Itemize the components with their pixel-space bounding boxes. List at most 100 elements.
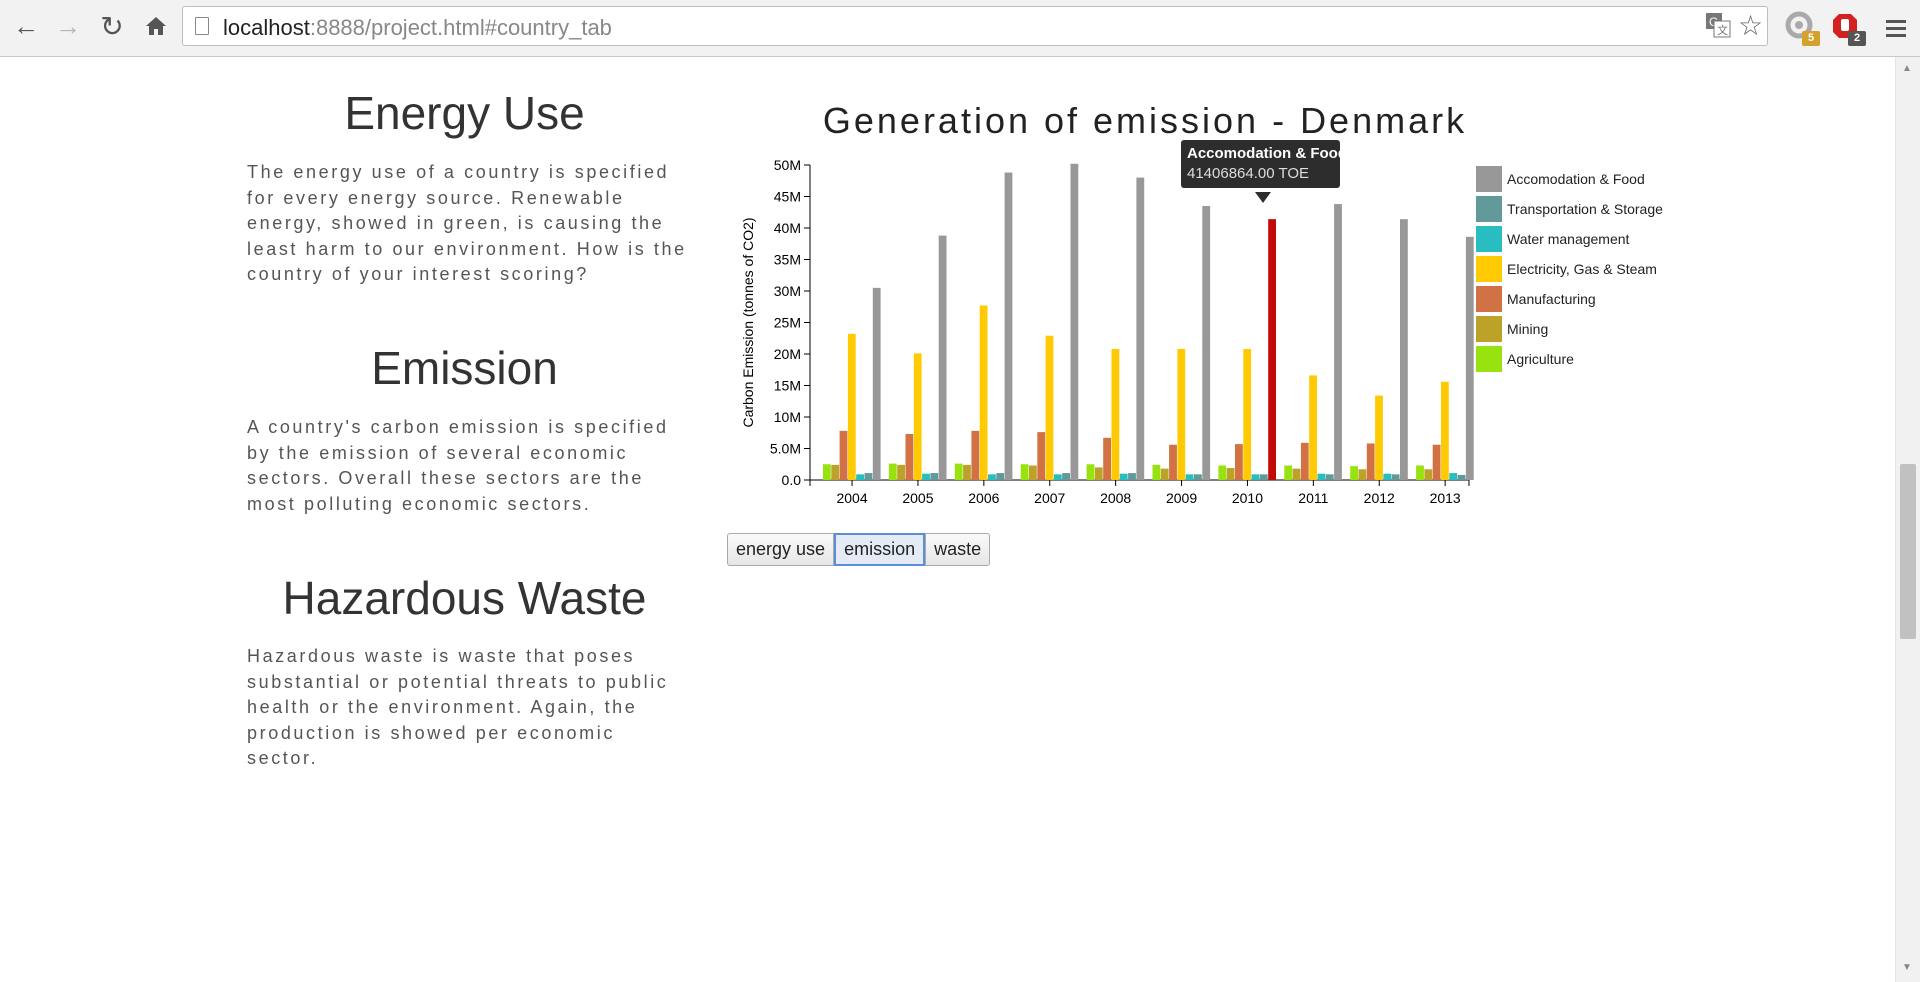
- bar-water-management-2005: [922, 473, 930, 480]
- bar-accomodation-food-2011: [1334, 204, 1342, 480]
- bar-manufacturing-2007: [1037, 432, 1046, 480]
- bar-accomodation-food-2008: [1136, 177, 1145, 480]
- legend-label: Accomodation & Food: [1507, 171, 1645, 187]
- bar-mining-2013: [1424, 469, 1433, 480]
- bookmark-star-icon[interactable]: ☆: [1738, 10, 1764, 41]
- bar-water-management-2010: [1251, 474, 1260, 480]
- y-tick-label: 30M: [774, 283, 801, 299]
- bar-water-management-2006: [988, 474, 996, 480]
- vertical-scrollbar[interactable]: ▲ ▼: [1895, 57, 1920, 982]
- url-text[interactable]: localhost:8888/project.html#country_tab: [223, 15, 612, 41]
- bar-agriculture-2011: [1284, 465, 1293, 480]
- hazardous-waste-text: Hazardous waste is waste that poses subs…: [247, 646, 669, 768]
- svg-text:文: 文: [1717, 23, 1728, 37]
- bar-manufacturing-2011: [1300, 442, 1309, 480]
- extension-ring-icon[interactable]: 5: [1784, 10, 1820, 46]
- bar-manufacturing-2010: [1235, 444, 1243, 480]
- bar-accomodation-food-2013: [1465, 236, 1474, 480]
- translate-icon[interactable]: G文: [1705, 12, 1731, 45]
- legend-swatch: [1476, 316, 1502, 342]
- bar-transportation-storage-2005: [930, 473, 939, 480]
- legend-label: Water management: [1507, 231, 1630, 247]
- y-tick-label: 25M: [774, 315, 801, 331]
- forward-arrow-icon[interactable]: →: [55, 10, 81, 41]
- bar-manufacturing-2013: [1432, 444, 1441, 480]
- home-icon[interactable]: [140, 10, 172, 42]
- x-tick-label: 2010: [1232, 490, 1263, 506]
- x-tick-label: 2007: [1034, 490, 1065, 506]
- bar-accomodation-food-2007: [1070, 163, 1079, 481]
- bar-transportation-storage-2010: [1259, 474, 1268, 480]
- bar-manufacturing-2006: [971, 430, 980, 480]
- bar-agriculture-2008: [1086, 464, 1095, 480]
- bar-agriculture-2004: [823, 464, 831, 480]
- emission-bar-chart: 0.0 5.0M 10M 15M 20M 25M 30M 35M 40M 45M 50M Carbon…: [740, 157, 1663, 506]
- url-host: localhost: [223, 15, 310, 40]
- reload-icon[interactable]: ↻: [100, 10, 124, 42]
- bar-electricity-gas-steam-2004: [847, 333, 856, 480]
- legend-label: Electricity, Gas & Steam: [1507, 261, 1657, 277]
- emission-text: A country's carbon emission is specified…: [247, 417, 669, 514]
- adblock-badge: 2: [1848, 31, 1866, 46]
- chart-tooltip: Accomodation & Food 41406864.00 TOE: [1181, 140, 1347, 188]
- extension-badge: 5: [1802, 31, 1820, 46]
- emission-title: Emission: [371, 342, 558, 394]
- bar-accomodation-food-2005: [938, 235, 947, 480]
- bar-agriculture-2010: [1218, 465, 1227, 480]
- tooltip-value: 41406864.00 TOE: [1187, 165, 1310, 182]
- legend-swatch: [1476, 256, 1502, 282]
- tooltip-arrow: [1255, 192, 1271, 203]
- waste-button[interactable]: waste: [925, 533, 991, 566]
- scrollbar-thumb[interactable]: [1900, 464, 1916, 639]
- bar-water-management-2013: [1449, 473, 1458, 480]
- bar-mining-2005: [897, 464, 905, 480]
- browser-toolbar: ← → ↻ localhost:8888/project.html#countr…: [0, 0, 1920, 57]
- bar-agriculture-2005: [888, 463, 897, 480]
- x-tick-label: 2005: [902, 490, 933, 506]
- bar-transportation-storage-2008: [1128, 473, 1136, 480]
- y-tick-label: 35M: [774, 252, 801, 268]
- bar-transportation-storage-2006: [996, 473, 1005, 480]
- x-tick-label: 2012: [1364, 490, 1395, 506]
- bar-manufacturing-2009: [1169, 444, 1177, 480]
- bar-mining-2004: [831, 464, 840, 480]
- bar-manufacturing-2008: [1103, 437, 1111, 480]
- bar-electricity-gas-steam-2011: [1309, 375, 1317, 480]
- y-axis-label: Carbon Emission (tonnes of CO2): [740, 217, 756, 427]
- url-path: :8888/project.html#country_tab: [309, 15, 612, 40]
- legend-label: Manufacturing: [1507, 291, 1596, 307]
- bar-water-management-2009: [1185, 474, 1194, 480]
- x-tick-label: 2008: [1100, 490, 1131, 506]
- bar-agriculture-2006: [954, 463, 963, 480]
- bar-electricity-gas-steam-2007: [1045, 335, 1054, 480]
- bar-accomodation-food-2010: [1268, 219, 1276, 480]
- address-bar[interactable]: localhost:8888/project.html#country_tab …: [182, 6, 1768, 46]
- y-tick-label: 10M: [774, 409, 801, 425]
- x-tick-label: 2011: [1298, 490, 1328, 506]
- bar-mining-2010: [1226, 468, 1235, 480]
- y-tick-label: 0.0: [782, 472, 802, 488]
- bar-mining-2006: [963, 464, 971, 480]
- energy-use-title: Energy Use: [344, 87, 585, 139]
- bar-transportation-storage-2011: [1325, 474, 1334, 480]
- emission-button[interactable]: emission: [834, 533, 926, 566]
- adblock-hand-icon[interactable]: 2: [1830, 10, 1866, 46]
- bar-mining-2012: [1358, 469, 1367, 480]
- bar-water-management-2008: [1119, 473, 1128, 480]
- bar-agriculture-2013: [1416, 465, 1424, 480]
- bar-accomodation-food-2009: [1202, 205, 1211, 480]
- scroll-up-arrow-icon[interactable]: ▲: [1902, 63, 1912, 74]
- back-arrow-icon[interactable]: ←: [13, 10, 39, 41]
- legend-swatch: [1476, 226, 1502, 252]
- bar-manufacturing-2005: [905, 434, 914, 480]
- energy-use-button[interactable]: energy use: [727, 533, 835, 566]
- y-tick-label: 40M: [774, 220, 801, 236]
- scroll-down-arrow-icon[interactable]: ▼: [1902, 962, 1912, 973]
- bar-mining-2011: [1292, 468, 1301, 480]
- legend-label: Transportation & Storage: [1507, 201, 1663, 217]
- chart-title: Generation of emission - Denmark: [822, 100, 1468, 141]
- bar-mining-2007: [1029, 465, 1037, 480]
- menu-icon[interactable]: [1880, 12, 1912, 44]
- bar-mining-2008: [1094, 467, 1103, 480]
- tooltip-title: Accomodation & Food: [1187, 145, 1347, 162]
